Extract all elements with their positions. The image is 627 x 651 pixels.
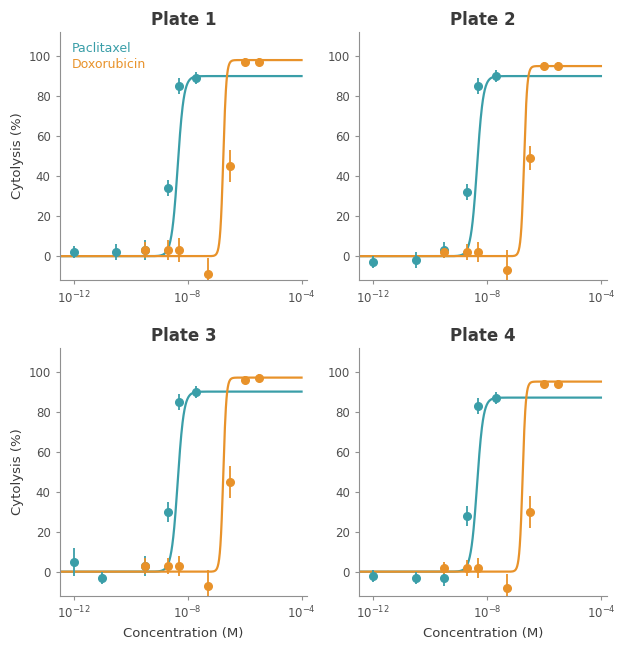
Legend: Paclitaxel, Doxorubicin: Paclitaxel, Doxorubicin [66, 38, 150, 74]
X-axis label: Concentration (M): Concentration (M) [423, 627, 543, 640]
Y-axis label: Cytolysis (%): Cytolysis (%) [11, 113, 24, 199]
Y-axis label: Cytolysis (%): Cytolysis (%) [11, 428, 24, 515]
Title: Plate 1: Plate 1 [150, 11, 216, 29]
Title: Plate 2: Plate 2 [450, 11, 515, 29]
X-axis label: Concentration (M): Concentration (M) [124, 627, 243, 640]
Title: Plate 4: Plate 4 [450, 327, 515, 344]
Title: Plate 3: Plate 3 [150, 327, 216, 344]
